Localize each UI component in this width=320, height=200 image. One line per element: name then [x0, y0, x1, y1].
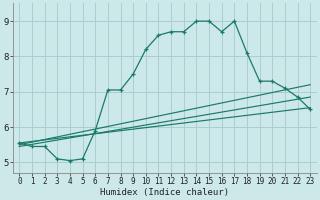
X-axis label: Humidex (Indice chaleur): Humidex (Indice chaleur) [100, 188, 229, 197]
